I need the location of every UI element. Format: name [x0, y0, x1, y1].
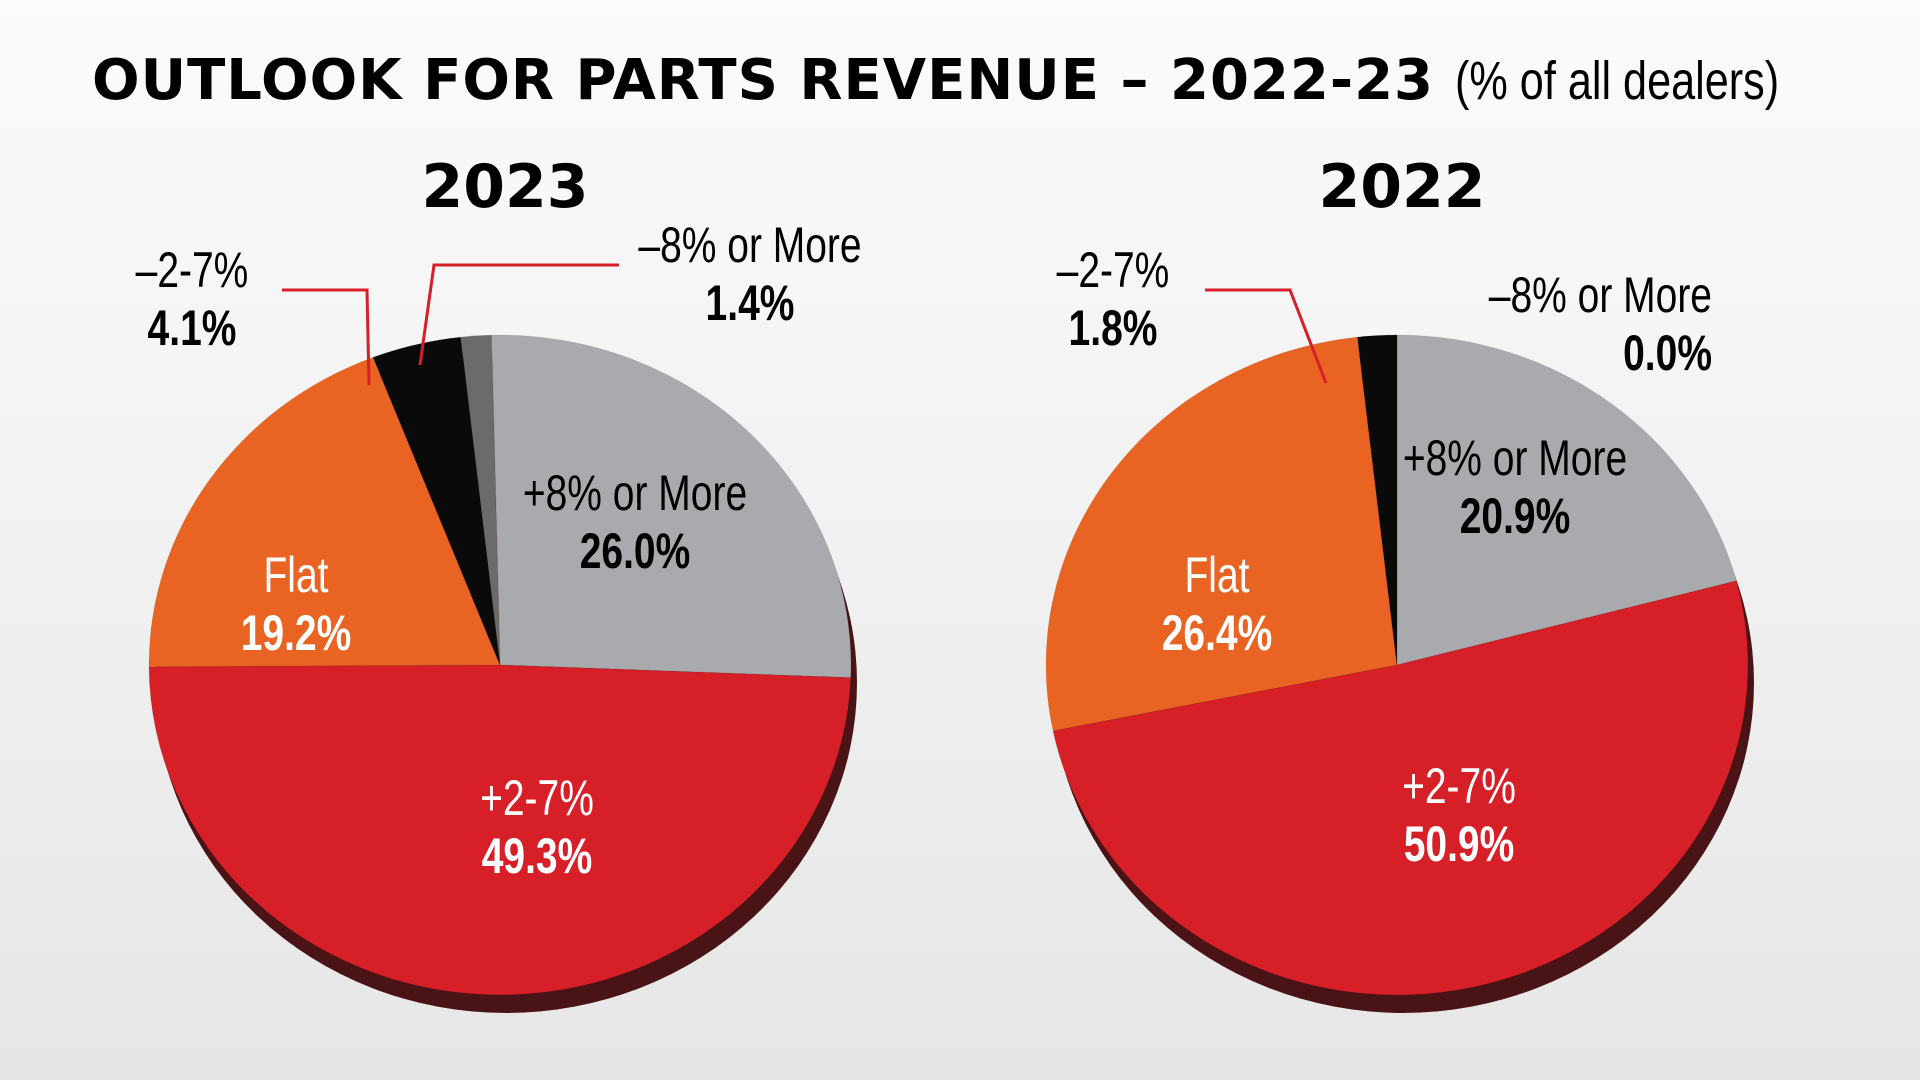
pie-2022-value-minus-8pct-or-more: 0.0%	[1623, 324, 1712, 381]
pie-2022-label-flat: Flat 26.4%	[1162, 546, 1273, 661]
pie-title-2022: 2022	[1319, 152, 1486, 222]
pie-chart-2023: 2023 +8% or More 26.0% +2-7% 49.3% Flat 19.2%…	[136, 152, 862, 1013]
pie-2023-leader-minus-8pct-or-more	[418, 263, 619, 366]
pie-2022-slice-minus-2-7pct	[1356, 334, 1398, 666]
pie-2022-slice-plus-8pct-or-more	[1396, 334, 1738, 666]
pie-2023-category-flat: Flat	[263, 546, 328, 603]
pie-2022-label-plus-2-7pct: +2-7% 50.9%	[1402, 757, 1516, 872]
pie-2022-category-minus-2-7pct: –2-7%	[1057, 241, 1170, 298]
chart-title-main: OUTLOOK FOR PARTS REVENUE – 2022-23	[92, 48, 1435, 113]
pie-2022-category-minus-8pct-or-more: –8% or More	[1489, 266, 1712, 323]
pie-2023-value-plus-8pct-or-more: 26.0%	[580, 522, 691, 579]
pie-chart-2022: 2022 +8% or More 20.9% +2-7% 50.9% Flat 26.4%…	[1045, 152, 1754, 1013]
pie-2022-category-plus-8pct-or-more: +8% or More	[1403, 429, 1627, 486]
pie-2023-slice-plus-8pct-or-more	[490, 334, 852, 679]
pie-title-2023: 2023	[422, 152, 589, 222]
pie-2023-category-minus-2-7pct: –2-7%	[136, 241, 249, 298]
pie-2022-label-plus-8pct-or-more: +8% or More 20.9%	[1403, 429, 1627, 544]
pie-2023-label-plus-8pct-or-more: +8% or More 26.0%	[523, 464, 747, 579]
pie-2022-category-plus-2-7pct: +2-7%	[1402, 757, 1516, 814]
pie-2023-value-flat: 19.2%	[241, 604, 352, 661]
pie-2023-label-plus-2-7pct: +2-7% 49.3%	[480, 769, 594, 884]
pie-2022-slice-plus-2-7pct	[1052, 580, 1749, 996]
chart-title-sub: (% of all dealers)	[1454, 51, 1779, 111]
pie-2023-slice-minus-2-7pct	[372, 336, 501, 666]
pie-2022-value-minus-2-7pct: 1.8%	[1069, 299, 1158, 356]
pie-2022-slice-flat	[1045, 336, 1398, 732]
pie-2023-label-minus-8pct-or-more: –8% or More 1.4%	[638, 216, 861, 331]
chart-title: OUTLOOK FOR PARTS REVENUE – 2022-23 (% o…	[92, 48, 1860, 113]
pie-2023-leader-minus-2-7pct	[282, 288, 371, 386]
pie-2023-value-minus-8pct-or-more: 1.4%	[706, 274, 795, 331]
pie-2023-slice-minus-8pct-or-more	[460, 334, 501, 666]
pie-2023-label-flat: Flat 19.2%	[241, 546, 352, 661]
pie-2023-category-plus-2-7pct: +2-7%	[480, 769, 594, 826]
pie-2022-value-flat: 26.4%	[1162, 604, 1273, 661]
pie-2023-slice-flat	[148, 356, 501, 668]
pie-2023-category-plus-8pct-or-more: +8% or More	[523, 464, 747, 521]
pie-2023-category-minus-8pct-or-more: –8% or More	[638, 216, 861, 273]
pie-2022-label-minus-8pct-or-more: –8% or More 0.0%	[1489, 266, 1712, 381]
pie-2023-value-minus-2-7pct: 4.1%	[148, 299, 237, 356]
pie-2023-value-plus-2-7pct: 49.3%	[482, 827, 593, 884]
pie-2022-label-minus-2-7pct: –2-7% 1.8%	[1057, 241, 1170, 356]
pie-2023-slice-plus-2-7pct	[148, 664, 852, 996]
pie-2022-leader-minus-2-7pct	[1205, 288, 1328, 384]
pie-2022-value-plus-8pct-or-more: 20.9%	[1460, 487, 1571, 544]
pie-2022-category-flat: Flat	[1184, 546, 1249, 603]
pie-2022-value-plus-2-7pct: 50.9%	[1404, 815, 1515, 872]
pie-2023-label-minus-2-7pct: –2-7% 4.1%	[136, 241, 249, 356]
